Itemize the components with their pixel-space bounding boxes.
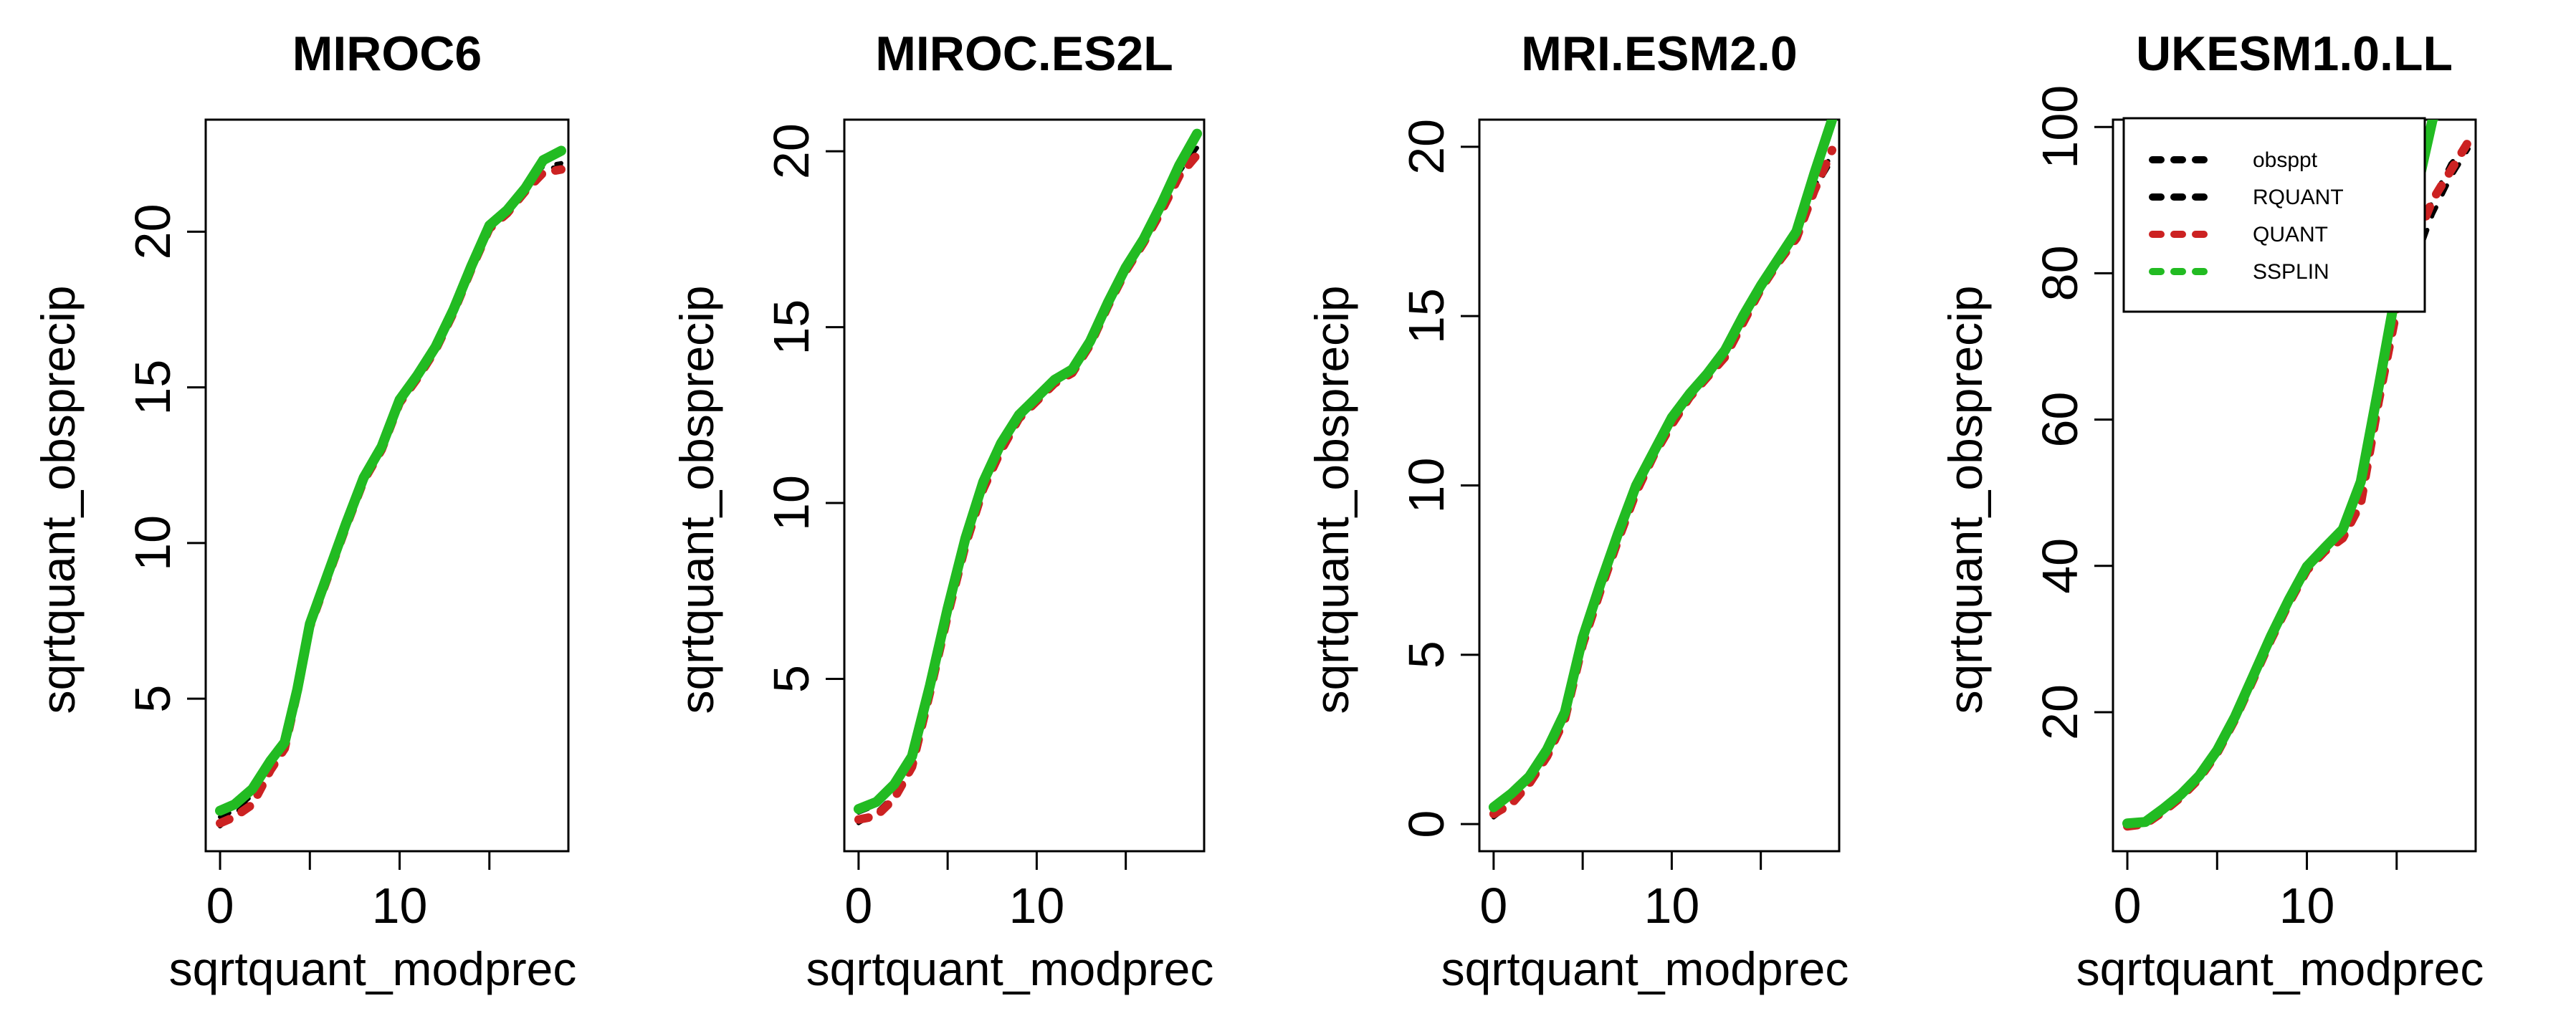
panel-4: UKESM1.0.LL 0 10 20 40 60 80 100 sqrtquant_modpr…: [1939, 27, 2484, 995]
series-line-quant: [216, 165, 566, 828]
x-axis-label: sqrtquant_modprec: [806, 942, 1214, 995]
legend-label: RQUANT: [2253, 186, 2344, 209]
y-axis: 5 10 15 20: [763, 123, 844, 693]
y-tick-label: 20: [125, 203, 181, 259]
y-tick-label: 20: [1398, 119, 1454, 175]
x-axis-label: sqrtquant_modprec: [1441, 942, 1849, 995]
y-tick-label: 40: [2032, 538, 2088, 594]
series-line-rquant: [218, 160, 563, 820]
y-tick-label: 10: [763, 475, 819, 531]
x-tick-label: 10: [2279, 878, 2335, 934]
x-axis: 0 10: [844, 851, 1127, 934]
y-tick-label: 15: [125, 360, 181, 416]
y-axis: 5 10 15 20: [125, 203, 206, 713]
y-axis-label: sqrtquant_obsprecip: [1305, 285, 1358, 714]
x-tick-label: 0: [1479, 878, 1507, 934]
y-tick-label: 0: [1398, 810, 1454, 838]
plot-frame: [204, 118, 570, 853]
x-axis-label: sqrtquant_modprec: [169, 942, 577, 995]
y-axis: 20 40 60 80 100: [2032, 85, 2113, 740]
panel-title: UKESM1.0.LL: [2136, 27, 2453, 81]
y-tick-label: 60: [2032, 392, 2088, 448]
y-tick-label: 10: [1398, 458, 1454, 514]
x-tick-label: 10: [1008, 878, 1064, 934]
y-tick-label: 5: [125, 685, 181, 713]
y-tick-label: 15: [1398, 288, 1454, 344]
series-line-obsppt: [856, 149, 1200, 825]
plot-frame: [843, 118, 1206, 853]
x-axis: 0 10: [1479, 851, 1762, 934]
legend-label: obsppt: [2253, 148, 2318, 172]
panel-title: MRI.ESM2.0: [1521, 27, 1797, 81]
series-line-obsppt: [218, 164, 563, 829]
x-tick-label: 0: [2114, 878, 2142, 934]
panel-1: MIROC6 0 10 5 10 15 20 sqrtquant_modprec sqrtqua…: [32, 27, 576, 995]
y-tick-label: 5: [1398, 641, 1454, 668]
series-group: [853, 128, 1203, 825]
series-group: [215, 145, 566, 829]
y-tick-label: 80: [2032, 245, 2088, 301]
x-tick-label: 10: [372, 878, 428, 934]
x-axis: 0 10: [2114, 851, 2398, 934]
series-line-ssplin: [853, 128, 1203, 815]
x-axis-label: sqrtquant_modprec: [2076, 942, 2484, 995]
panel-title: MIROC6: [292, 27, 482, 81]
series-line-rquant: [856, 145, 1200, 815]
y-tick-label: 10: [125, 515, 181, 571]
y-tick-label: 5: [763, 665, 819, 693]
y-axis: 0 5 10 15 20: [1398, 119, 1479, 838]
x-tick-label: 0: [844, 878, 872, 934]
y-axis-label: sqrtquant_obsprecip: [670, 285, 723, 714]
panel-2: MIROC.ES2L 0 10 5 10 15 20 sqrtquant_modprec sqr…: [670, 27, 1213, 995]
legend-label: QUANT: [2253, 223, 2328, 246]
legend-box: [2122, 117, 2426, 313]
x-axis: 0 10: [206, 851, 491, 934]
series-line-ssplin: [1488, 120, 1838, 813]
panel-3: MRI.ESM2.0 0 10 0 5 10 15 20 sqrtquant_modprec sq…: [1305, 27, 1848, 995]
y-axis-label: sqrtquant_obsprecip: [1939, 285, 1992, 714]
series-line-ssplin: [215, 145, 566, 816]
series-group: [1488, 120, 1838, 820]
x-tick-label: 10: [1644, 878, 1699, 934]
y-tick-label: 20: [2032, 684, 2088, 740]
y-axis-label: sqrtquant_obsprecip: [32, 285, 85, 714]
plot-frame: [1478, 118, 1841, 853]
y-tick-label: 100: [2032, 85, 2088, 169]
y-tick-label: 15: [763, 299, 819, 355]
legend: obsppt RQUANT QUANT SSPLIN: [2122, 117, 2426, 313]
panel-title: MIROC.ES2L: [875, 27, 1173, 81]
x-tick-label: 0: [206, 878, 234, 934]
legend-label: SSPLIN: [2253, 260, 2329, 284]
series-line-quant: [854, 150, 1202, 824]
y-tick-label: 20: [763, 123, 819, 179]
